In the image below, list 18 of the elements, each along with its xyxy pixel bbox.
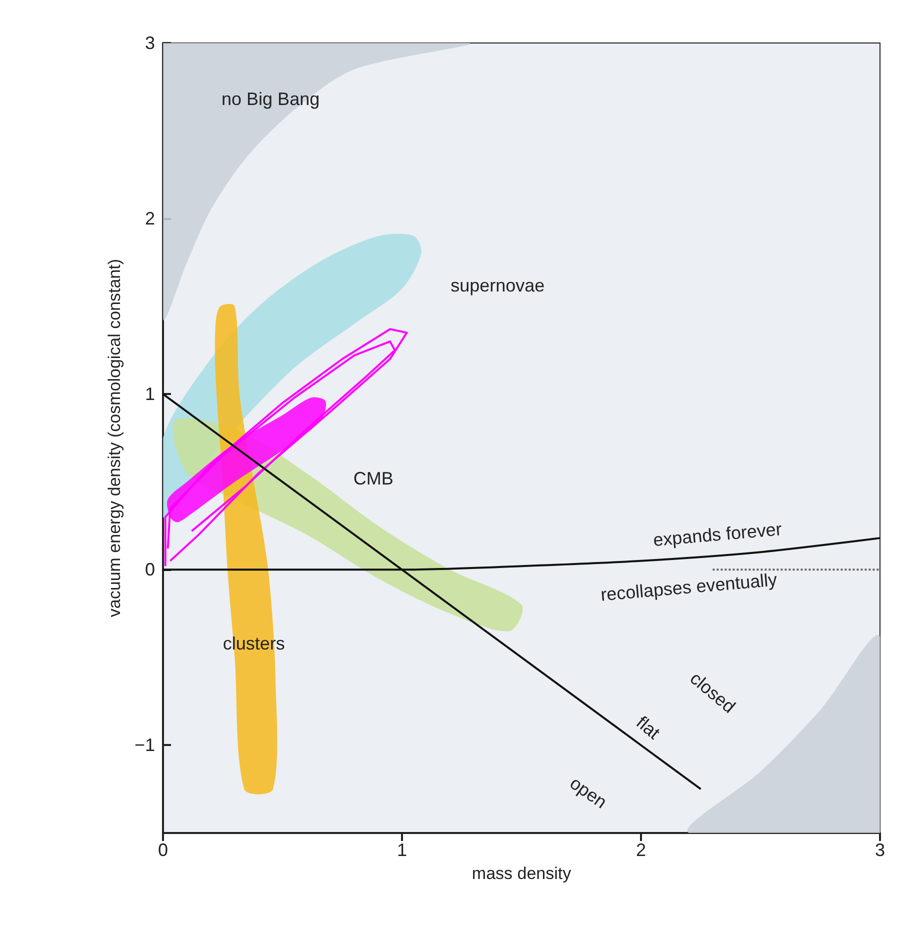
annotation: flat — [632, 712, 664, 744]
annotation: open — [566, 772, 611, 812]
y-tick-label: −1 — [134, 735, 155, 756]
annotation: recollapses eventually — [600, 570, 778, 605]
x-tick-label: 3 — [874, 840, 886, 860]
y-tick-label: 0 — [144, 560, 155, 580]
x-tick-label: 2 — [636, 840, 646, 860]
annotation: no Big Bang — [222, 89, 320, 110]
y-tick-label: 1 — [144, 384, 155, 404]
annotation: supernovae — [450, 275, 545, 296]
y-tick-label: 2 — [144, 208, 155, 229]
y-tick-label: 3 — [144, 33, 155, 53]
x-tick-label: 0 — [158, 840, 168, 860]
annotation: CMB — [353, 468, 394, 488]
annotation: expands forever — [652, 518, 783, 550]
x-axis-title: mass density — [472, 864, 572, 883]
y-axis-title: vacuum energy density (cosmological constant) — [105, 258, 124, 618]
x-tick-label: 1 — [396, 840, 408, 860]
